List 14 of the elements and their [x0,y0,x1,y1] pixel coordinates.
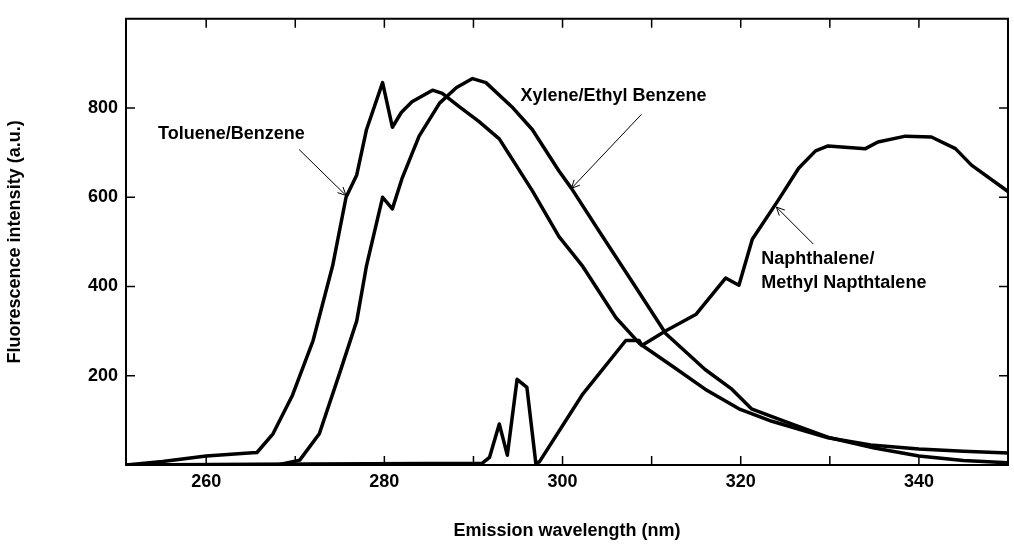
x-tick-label: 320 [725,470,756,491]
annotation: Xylene/Ethyl Benzene [520,85,707,106]
y-tick-label: 400 [87,275,118,296]
y-tick-label: 200 [87,364,118,385]
x-axis-title: Emission wavelength (nm) [453,520,681,541]
y-tick-label: 600 [87,186,118,207]
annotation: Toluene/Benzene [158,123,305,144]
y-axis-title: Fluorescence intensity (a.u.) [3,120,24,364]
x-tick-label: 260 [191,470,222,491]
x-tick-label: 280 [369,470,400,491]
y-tick-label: 800 [87,97,118,118]
annotation: Naphthalene/ Methyl Napthtalene [761,248,927,293]
x-tick-label: 340 [903,470,934,491]
x-tick-label: 300 [547,470,578,491]
